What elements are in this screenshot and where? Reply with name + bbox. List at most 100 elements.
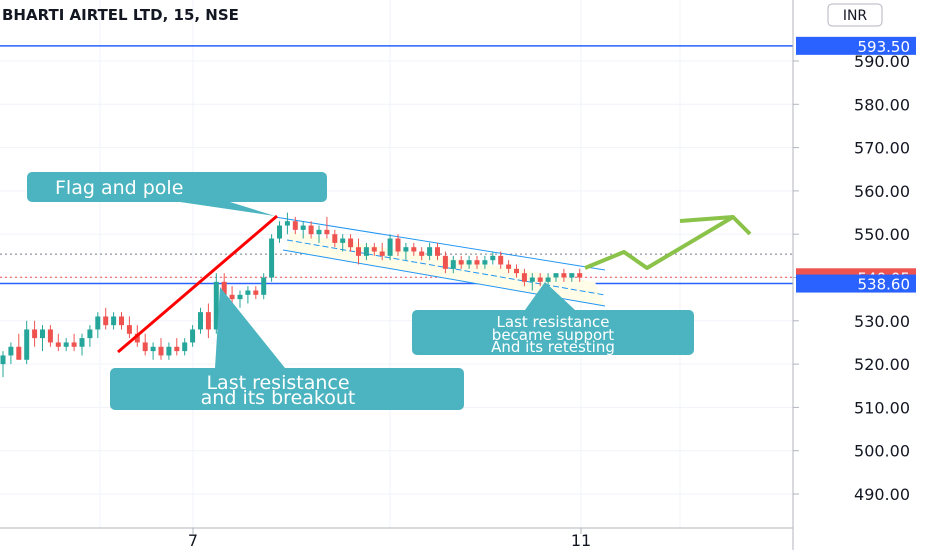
candle-body [134, 333, 140, 343]
candle [356, 238, 361, 265]
candle-body [340, 238, 346, 243]
candle [403, 242, 409, 261]
candle [174, 338, 180, 356]
callout-text: And its retesting [491, 338, 615, 356]
candle-body [237, 294, 243, 300]
candle-body [79, 338, 85, 347]
candle [166, 342, 172, 360]
candle [0, 351, 6, 378]
drawings [117, 214, 752, 354]
candle [411, 242, 417, 256]
candle-body [577, 273, 583, 278]
candle-body [40, 329, 45, 339]
candle [71, 333, 77, 352]
candle [119, 312, 124, 330]
candle [111, 312, 117, 330]
price-badge-bg [796, 274, 916, 293]
callout-box [412, 310, 694, 355]
candle [32, 320, 38, 347]
candle-body [16, 346, 22, 360]
candle-body [71, 342, 77, 347]
candle-body [182, 342, 188, 352]
projection-arrowhead [679, 215, 752, 236]
candle-body [521, 273, 527, 282]
candle-body [561, 273, 567, 278]
candle-body [284, 221, 290, 226]
candle [482, 255, 488, 269]
candle-body [269, 238, 275, 278]
candle [348, 234, 354, 252]
candle [150, 342, 156, 360]
candle [387, 234, 393, 261]
price-badge-label: 593.50 [858, 38, 911, 56]
chart-title: BHARTI AIRTEL LTD, 15, NSE [2, 6, 239, 24]
candle [63, 338, 69, 352]
candle [379, 242, 385, 261]
candle-body [356, 247, 361, 256]
candle-body [450, 260, 456, 269]
callout-text: Last resistance [497, 313, 610, 331]
candle [142, 333, 148, 356]
price-tick-label: 590.00 [854, 52, 910, 71]
candle [435, 242, 440, 261]
candle-body [529, 277, 535, 282]
callout-pointer [525, 282, 575, 310]
candle-body [332, 234, 338, 243]
candle [324, 216, 330, 239]
candle [126, 316, 132, 339]
candle-body [395, 238, 401, 252]
candle-body [553, 273, 559, 278]
candle-body [95, 316, 101, 330]
candle [561, 268, 567, 282]
candle-body [253, 290, 259, 295]
price-badge-bg [796, 36, 916, 55]
candle [506, 260, 512, 274]
price-tick-label: 500.00 [854, 442, 910, 461]
candle [450, 255, 456, 274]
callout-text: and its breakout [201, 387, 356, 409]
price-tick-label: 580.00 [854, 95, 910, 114]
candle [577, 268, 583, 282]
currency-badge[interactable]: INR [827, 3, 883, 27]
candle-body [514, 268, 519, 274]
candle-body [111, 316, 117, 326]
callout-box [27, 172, 327, 202]
candle [498, 251, 504, 269]
candle-body [63, 342, 69, 347]
candle [466, 255, 472, 269]
candle [277, 221, 282, 243]
candle [87, 325, 93, 347]
time-axis: 7 11 [0, 527, 793, 550]
candle [16, 333, 22, 360]
candle-body [190, 329, 196, 343]
candle-body [348, 238, 354, 248]
candle-body [87, 329, 93, 339]
candle-body [24, 329, 30, 360]
time-tick-label: 7 [188, 531, 198, 550]
candle-body [442, 255, 448, 269]
candle-body [158, 346, 164, 356]
price-axis: 590.00580.00570.00560.00550.00540.00530.… [792, 0, 916, 550]
candle-body [300, 225, 306, 230]
candle [514, 264, 519, 278]
candle-body [482, 260, 488, 265]
candle [190, 325, 196, 347]
candle [474, 255, 480, 269]
candle-body [261, 277, 267, 295]
currency-label: INR [843, 8, 868, 24]
price-tick-label: 490.00 [854, 485, 910, 504]
callout-pointer [180, 202, 275, 216]
price-tick-label: 510.00 [854, 398, 910, 417]
candle [332, 229, 338, 248]
candle-body [387, 238, 393, 256]
candle-body [545, 277, 551, 282]
flag-pole-line [117, 214, 278, 354]
price-tick-label: 570.00 [854, 139, 910, 158]
price-badge: 593.50 [796, 36, 916, 56]
candle-body [213, 281, 219, 330]
candle-body [55, 342, 61, 347]
candle [371, 242, 377, 256]
